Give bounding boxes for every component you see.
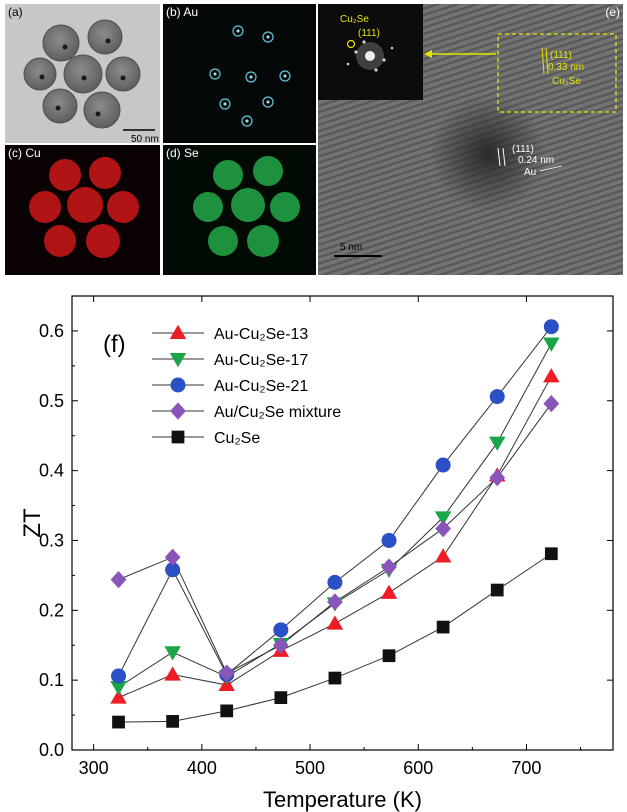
panel-e-graphic: Cu₂Se (111) (111) 0.33 nm Cu₂Se (111) 0.… xyxy=(318,4,623,275)
panel-a-tem-image: 50 nm (a) xyxy=(5,4,160,143)
data-point xyxy=(166,714,180,728)
data-point xyxy=(543,319,559,335)
panel-b-label: (b) Au xyxy=(166,5,199,19)
legend-marker xyxy=(169,324,187,339)
x-tick-label: 300 xyxy=(79,758,109,778)
data-point xyxy=(489,468,506,487)
legend-label: Au-Cu₂Se-13 xyxy=(214,326,308,343)
legend-marker xyxy=(169,353,187,368)
data-point xyxy=(112,715,125,729)
data-point xyxy=(165,562,181,578)
y-tick-label: 0.0 xyxy=(39,740,64,760)
particle-spacing: 0.24 nm xyxy=(518,155,554,166)
panel-c-graphic xyxy=(29,157,139,258)
data-point xyxy=(111,668,127,684)
y-tick-label: 0.5 xyxy=(39,391,64,411)
box-spacing: 0.33 nm xyxy=(548,62,584,73)
panel-a-label: (a) xyxy=(8,5,23,19)
y-axis-label: ZT xyxy=(19,508,46,538)
data-point xyxy=(488,436,506,451)
particle-material: Au xyxy=(524,167,536,178)
fft-plane: (111) xyxy=(358,28,380,39)
data-point xyxy=(543,368,560,383)
legend-label: Au-Cu₂Se-21 xyxy=(214,378,308,395)
x-tick-label: 700 xyxy=(511,758,541,778)
data-point xyxy=(110,681,127,696)
x-tick-label: 400 xyxy=(187,758,217,778)
data-point xyxy=(380,584,398,599)
fft-inset: Cu₂Se (111) xyxy=(318,4,423,100)
panel-d-graphic xyxy=(193,156,300,257)
data-point xyxy=(327,574,343,590)
data-point xyxy=(327,593,343,611)
data-point xyxy=(220,704,234,718)
data-point xyxy=(326,615,344,630)
series-line xyxy=(118,376,552,699)
data-point xyxy=(272,636,289,654)
data-point xyxy=(381,532,397,548)
x-tick-label: 500 xyxy=(295,758,325,778)
series-line xyxy=(118,403,552,674)
data-point xyxy=(164,548,181,566)
box-plane: (111) xyxy=(550,50,572,61)
legend-marker xyxy=(170,402,186,420)
panel-e-label: (e) xyxy=(605,5,620,19)
legend-label: Au/Cu₂Se mixture xyxy=(214,404,341,421)
data-point xyxy=(381,558,397,576)
cu2se-region-box xyxy=(497,33,617,113)
data-point xyxy=(543,337,560,352)
series-line xyxy=(118,343,552,688)
legend-label: Cu₂Se xyxy=(214,430,260,447)
y-tick-label: 0.2 xyxy=(39,600,64,620)
data-point xyxy=(110,570,127,589)
data-point xyxy=(489,389,505,405)
data-point xyxy=(328,671,342,685)
panel-b-graphic xyxy=(209,25,291,127)
data-point xyxy=(436,620,450,634)
x-tick-label: 600 xyxy=(403,758,433,778)
data-point xyxy=(434,511,452,526)
data-point xyxy=(164,646,181,661)
legend-marker xyxy=(171,430,185,444)
panel-c-label: (c) Cu xyxy=(8,146,41,160)
zt-chart: 300 400 500 600 700 0.0 0.1 0.2 0.3 0.4 0.5 0.6 Temp… xyxy=(19,295,614,812)
panel-d-label: (d) Se xyxy=(166,146,199,160)
data-point xyxy=(273,622,289,638)
panel-e-hrtem-image: Cu₂Se (111) (111) 0.33 nm Cu₂Se (111) 0.… xyxy=(318,4,623,275)
nanoparticles xyxy=(23,19,141,129)
scale-bar-label: 5 nm xyxy=(340,242,362,253)
plot-frame xyxy=(71,295,614,751)
panel-d-se-map: (d) Se xyxy=(163,145,316,275)
data-point xyxy=(218,664,235,682)
legend-label: Au-Cu₂Se-17 xyxy=(214,352,308,369)
au-particle xyxy=(430,96,546,212)
data-point xyxy=(274,691,288,704)
panel-c-cu-map: (c) Cu xyxy=(5,145,160,275)
y-tick-label: 0.3 xyxy=(39,530,64,550)
y-tick-label: 0.6 xyxy=(39,321,64,341)
panel-a-graphic: 50 nm xyxy=(5,4,160,143)
data-point xyxy=(544,547,558,561)
scale-bar-label: 50 nm xyxy=(131,134,159,143)
fft-label: Cu₂Se xyxy=(340,14,369,25)
box-material: Cu₂Se xyxy=(552,76,581,87)
data-point xyxy=(164,666,181,681)
data-point xyxy=(110,689,127,704)
data-point xyxy=(543,394,560,413)
y-tick-label: 0.4 xyxy=(39,461,64,481)
panel-f-label: (f) xyxy=(103,331,126,358)
data-point xyxy=(434,548,452,563)
data-point xyxy=(490,583,504,597)
legend-marker xyxy=(170,377,186,393)
data-point xyxy=(435,519,452,538)
panel-b-au-map: (b) Au xyxy=(163,4,316,143)
x-axis-label: Temperature (K) xyxy=(263,787,422,812)
data-point xyxy=(382,649,396,663)
y-tick-label: 0.1 xyxy=(39,670,64,690)
particle-plane: (111) xyxy=(512,144,534,155)
data-point xyxy=(435,457,451,473)
